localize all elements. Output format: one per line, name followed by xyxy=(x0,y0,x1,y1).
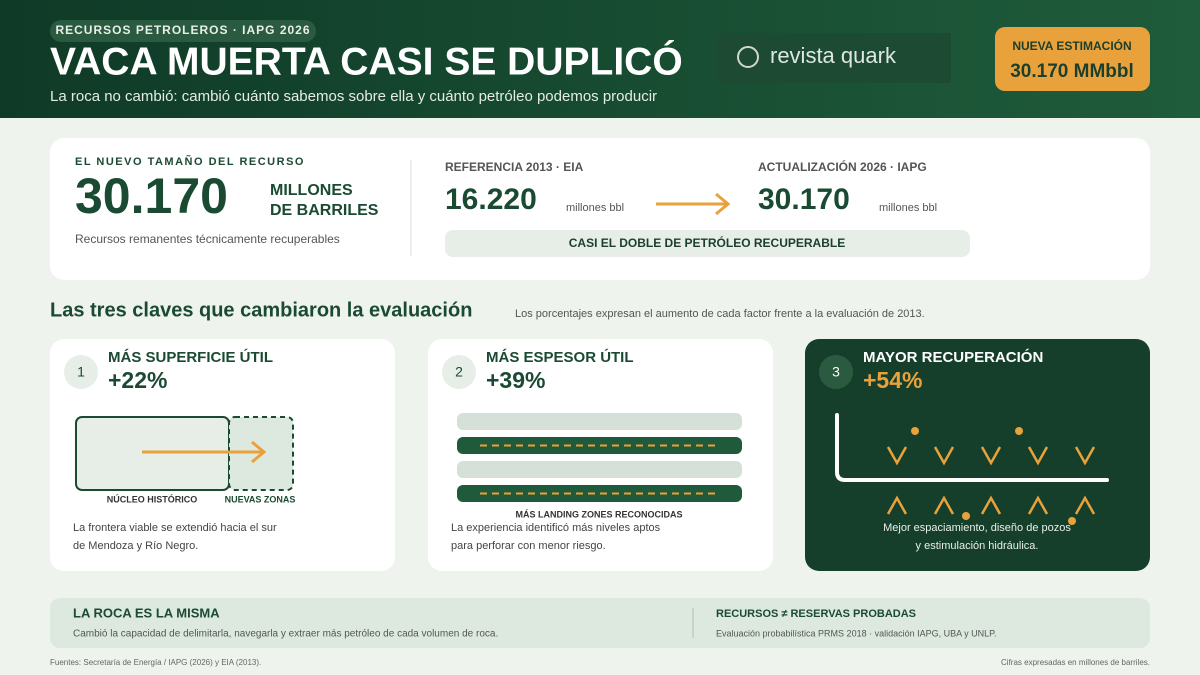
facts-band xyxy=(50,598,1150,648)
badge-label: NUEVA ESTIMACIÓN xyxy=(1012,38,1131,53)
update-unit: millones bbl xyxy=(879,202,937,214)
key-text: La experiencia identificó más niveles ap… xyxy=(451,522,661,534)
key-change: +22% xyxy=(108,367,167,393)
title: VACA MUERTA CASI SE DUPLICÓ xyxy=(50,39,683,83)
expansion-arrow xyxy=(142,440,267,464)
key-number: 1 xyxy=(77,364,85,380)
layer-label: MÁS LANDING ZONES RECONOCIDAS xyxy=(515,509,682,519)
unit-line: MILLONES xyxy=(270,182,353,199)
tag-pill xyxy=(50,20,316,42)
key-title: MÁS SUPERFICIE ÚTIL xyxy=(108,348,273,366)
reference-value: 16.220 xyxy=(445,183,537,216)
well-path xyxy=(835,413,1109,482)
logo-icon xyxy=(737,46,759,68)
units-note: Cifras expresadas en millones de barrile… xyxy=(1001,658,1150,667)
update-value: 30.170 xyxy=(758,183,850,216)
badge-value: 30.170 MMbbl xyxy=(1010,61,1134,82)
fracture xyxy=(980,446,1002,515)
reference-unit: millones bbl xyxy=(566,202,624,214)
dot xyxy=(911,427,919,435)
number-circle xyxy=(819,355,853,389)
key-text: Mejor espaciamiento, diseño de pozos xyxy=(883,522,1071,534)
sources: Fuentes: Secretaría de Energía / IAPG (2… xyxy=(50,658,261,667)
subtitle: La roca no cambió: cambió cuánto sabemos… xyxy=(50,88,657,105)
summary-value: 30.170 xyxy=(75,168,228,224)
fracture xyxy=(1074,446,1096,515)
dot xyxy=(962,512,970,520)
fact-title: RECURSOS ≠ RESERVAS PROBADAS xyxy=(716,608,916,620)
section-note: Los porcentajes expresan el aumento de c… xyxy=(515,308,925,320)
dot xyxy=(1015,427,1023,435)
key-change: +39% xyxy=(486,367,545,393)
key-title: MAYOR RECUPERACIÓN xyxy=(863,348,1043,366)
key-number: 3 xyxy=(832,364,840,380)
key-text: y estimulación hidráulica. xyxy=(916,540,1039,552)
key-change: +54% xyxy=(863,367,922,393)
logo-box xyxy=(718,33,951,83)
section-title: Las tres claves que cambiaron la evaluac… xyxy=(50,299,472,321)
layer xyxy=(457,485,742,502)
badge xyxy=(995,27,1150,91)
fact-text: Evaluación probabilística PRMS 2018 · va… xyxy=(716,628,996,638)
key-text: de Mendoza y Río Negro. xyxy=(73,540,198,552)
conclusion: CASI EL DOBLE DE PETRÓLEO RECUPERABLE xyxy=(569,235,845,250)
keys: 1 MÁS SUPERFICIE ÚTIL+22% La frontera viab… xyxy=(50,339,1150,571)
number-circle xyxy=(442,355,476,389)
layer xyxy=(457,437,742,454)
conclusion-pill xyxy=(445,230,970,257)
tag: RECURSOS PETROLEROS · IAPG 2026 xyxy=(55,23,310,37)
reference-label: REFERENCIA 2013 · EIA xyxy=(445,160,584,174)
key-card xyxy=(805,339,1150,571)
summary-label: EL NUEVO TAMAÑO DEL RECURSO xyxy=(75,155,305,168)
arrow xyxy=(656,192,731,216)
fact-text: Cambió la capacidad de delimitarla, nave… xyxy=(73,629,498,640)
key-title: MÁS ESPESOR ÚTIL xyxy=(486,348,634,366)
key-card xyxy=(428,339,773,571)
key-text: para perforar con menor riesgo. xyxy=(451,540,606,552)
key-text: La frontera viable se extendió hacia el … xyxy=(73,522,277,534)
dot xyxy=(1068,517,1076,525)
fracture xyxy=(933,446,955,515)
area-label: NÚCLEO HISTÓRICO xyxy=(107,493,198,504)
layer xyxy=(457,461,742,478)
fracture xyxy=(886,446,908,515)
layer xyxy=(457,413,742,430)
area-label: NUEVAS ZONAS xyxy=(225,494,296,504)
number-circle xyxy=(64,355,98,389)
fracture xyxy=(1027,446,1049,515)
logo: revista quark xyxy=(770,43,897,68)
unit-line: DE BARRILES xyxy=(270,202,379,219)
key-number: 2 xyxy=(455,364,463,380)
summary-note: Recursos remanentes técnicamente recuper… xyxy=(75,232,340,246)
fact-title: LA ROCA ES LA MISMA xyxy=(73,605,220,620)
update-label: ACTUALIZACIÓN 2026 · IAPG xyxy=(758,159,927,174)
